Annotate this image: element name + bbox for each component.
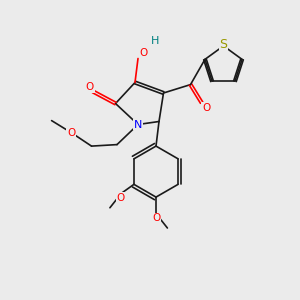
Text: O: O [152,213,161,223]
Text: O: O [67,128,75,139]
Text: S: S [220,38,227,51]
Text: O: O [86,82,94,92]
Text: O: O [117,193,125,203]
Text: N: N [134,119,142,130]
Text: O: O [202,103,210,113]
Text: O: O [139,48,148,58]
Text: H: H [151,36,160,46]
